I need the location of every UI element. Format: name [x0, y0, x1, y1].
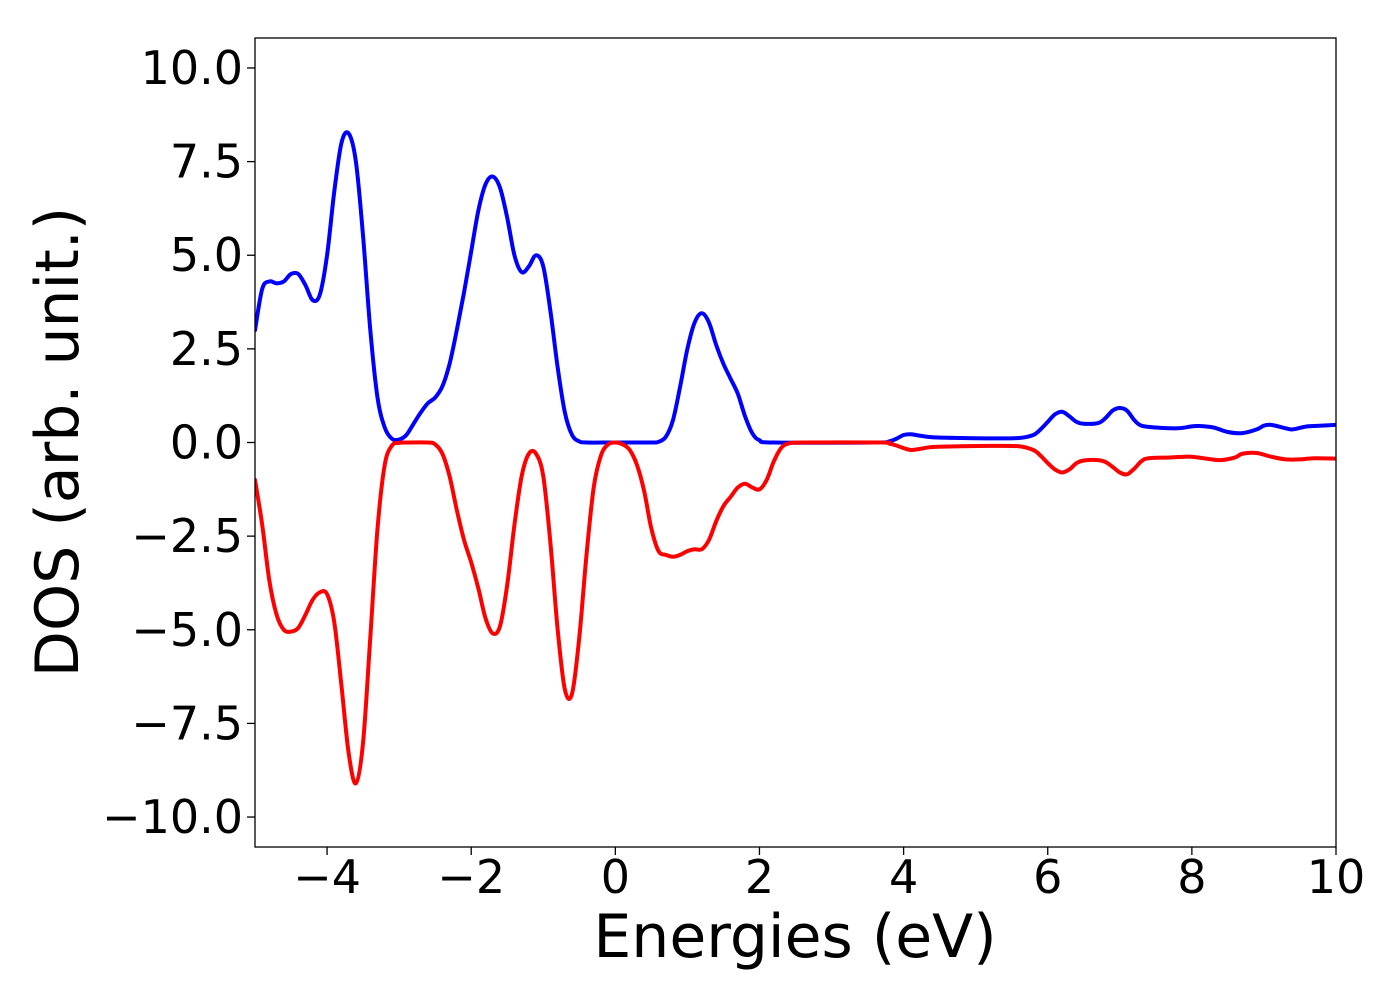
x-tick-label: 6 [1033, 850, 1062, 904]
x-tick-label: 2 [745, 850, 774, 904]
x-tick-label: −4 [293, 850, 361, 904]
y-tick-label: −7.5 [131, 696, 243, 750]
x-tick-label: 0 [601, 850, 630, 904]
spin-up-dos-line [255, 130, 1336, 445]
series-layer [255, 130, 1336, 786]
x-tick-label: 10 [1307, 850, 1366, 904]
x-tick-label: 4 [889, 850, 918, 904]
y-tick-label: −10.0 [102, 790, 243, 844]
x-tick-label: 8 [1177, 850, 1206, 904]
y-tick-label: 2.5 [170, 322, 243, 376]
y-tick-label: 0.0 [170, 416, 243, 470]
y-tick-label: 5.0 [170, 228, 243, 282]
y-tick-label: −2.5 [131, 509, 243, 563]
x-axis-label: Energies (eV) [593, 902, 996, 972]
y-tick-label: 10.0 [141, 41, 243, 95]
spin-down-dos-line [255, 440, 1336, 786]
y-axis-label: DOS (arb. unit.) [23, 207, 93, 677]
y-tick-label: −5.0 [131, 603, 243, 657]
x-tick-label: −2 [437, 850, 505, 904]
x-axis-ticks: −4 −2 0 2 4 6 8 10 [293, 847, 1365, 904]
y-tick-label: 7.5 [170, 135, 243, 189]
y-axis-ticks: 10.0 7.5 5.0 2.5 0.0 −2.5 −5.0 −7.5 −10.0 [102, 41, 255, 844]
